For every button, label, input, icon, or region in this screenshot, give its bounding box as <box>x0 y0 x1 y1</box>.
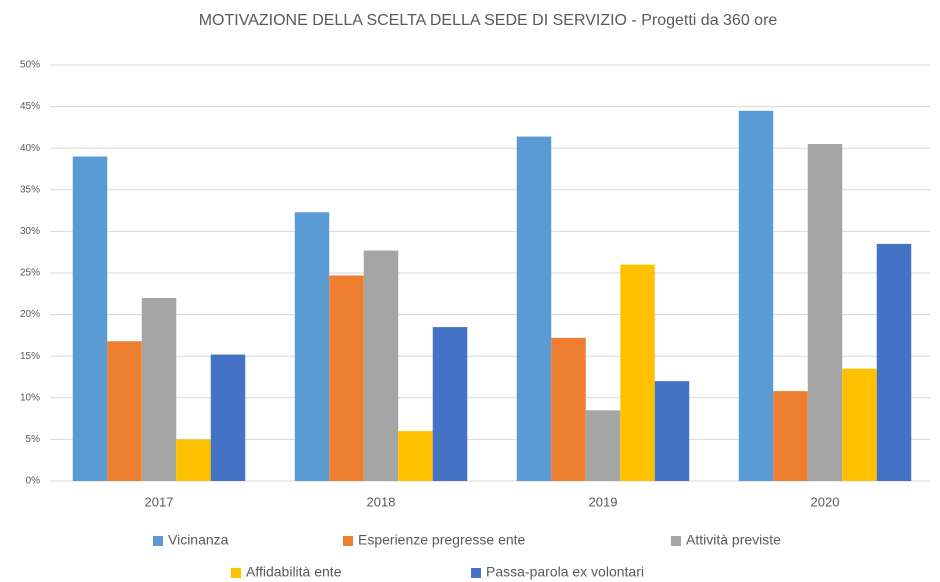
y-tick-label: 15% <box>20 351 40 362</box>
legend-label: Esperienze pregresse ente <box>358 532 526 548</box>
y-tick-label: 30% <box>20 226 40 237</box>
bar <box>620 264 655 481</box>
bar <box>738 110 774 481</box>
bar <box>842 368 877 481</box>
legend-swatch <box>343 536 353 546</box>
y-tick-label: 50% <box>20 60 40 71</box>
legend-label: Vicinanza <box>168 532 229 548</box>
y-tick-label: 40% <box>20 143 40 154</box>
x-tick-label: 2017 <box>145 494 174 509</box>
x-tick-label: 2020 <box>811 494 840 509</box>
bar <box>141 297 177 481</box>
bar <box>585 410 621 481</box>
bar <box>329 275 364 481</box>
legend-label: Passa-parola ex volontari <box>486 564 644 580</box>
bar <box>363 250 399 481</box>
y-tick-label: 0% <box>26 476 41 487</box>
x-tick-label: 2019 <box>589 494 618 509</box>
legend-label: Attività previste <box>686 532 781 548</box>
y-tick-label: 20% <box>20 309 40 320</box>
legend-swatch <box>471 568 481 578</box>
y-tick-label: 5% <box>26 434 41 445</box>
bar <box>294 212 330 481</box>
chart-title: MOTIVAZIONE DELLA SCELTA DELLA SEDE DI S… <box>199 12 778 29</box>
bar <box>773 391 808 481</box>
y-tick-label: 45% <box>20 101 40 112</box>
bar <box>107 341 142 481</box>
y-tick-label: 25% <box>20 268 40 279</box>
x-tick-label: 2018 <box>367 494 396 509</box>
y-tick-label: 35% <box>20 184 40 195</box>
bar <box>807 144 843 482</box>
bar <box>72 156 108 481</box>
bar <box>432 327 468 481</box>
bar <box>398 431 433 481</box>
bar <box>551 337 586 481</box>
legend-label: Affidabilità ente <box>246 564 342 580</box>
bar <box>176 439 211 481</box>
legend-swatch <box>153 536 163 546</box>
bar <box>876 243 912 481</box>
y-tick-label: 10% <box>20 392 40 403</box>
bar <box>654 381 690 481</box>
legend-swatch <box>231 568 241 578</box>
bar <box>210 354 246 481</box>
bar <box>516 136 552 481</box>
legend-swatch <box>671 536 681 546</box>
